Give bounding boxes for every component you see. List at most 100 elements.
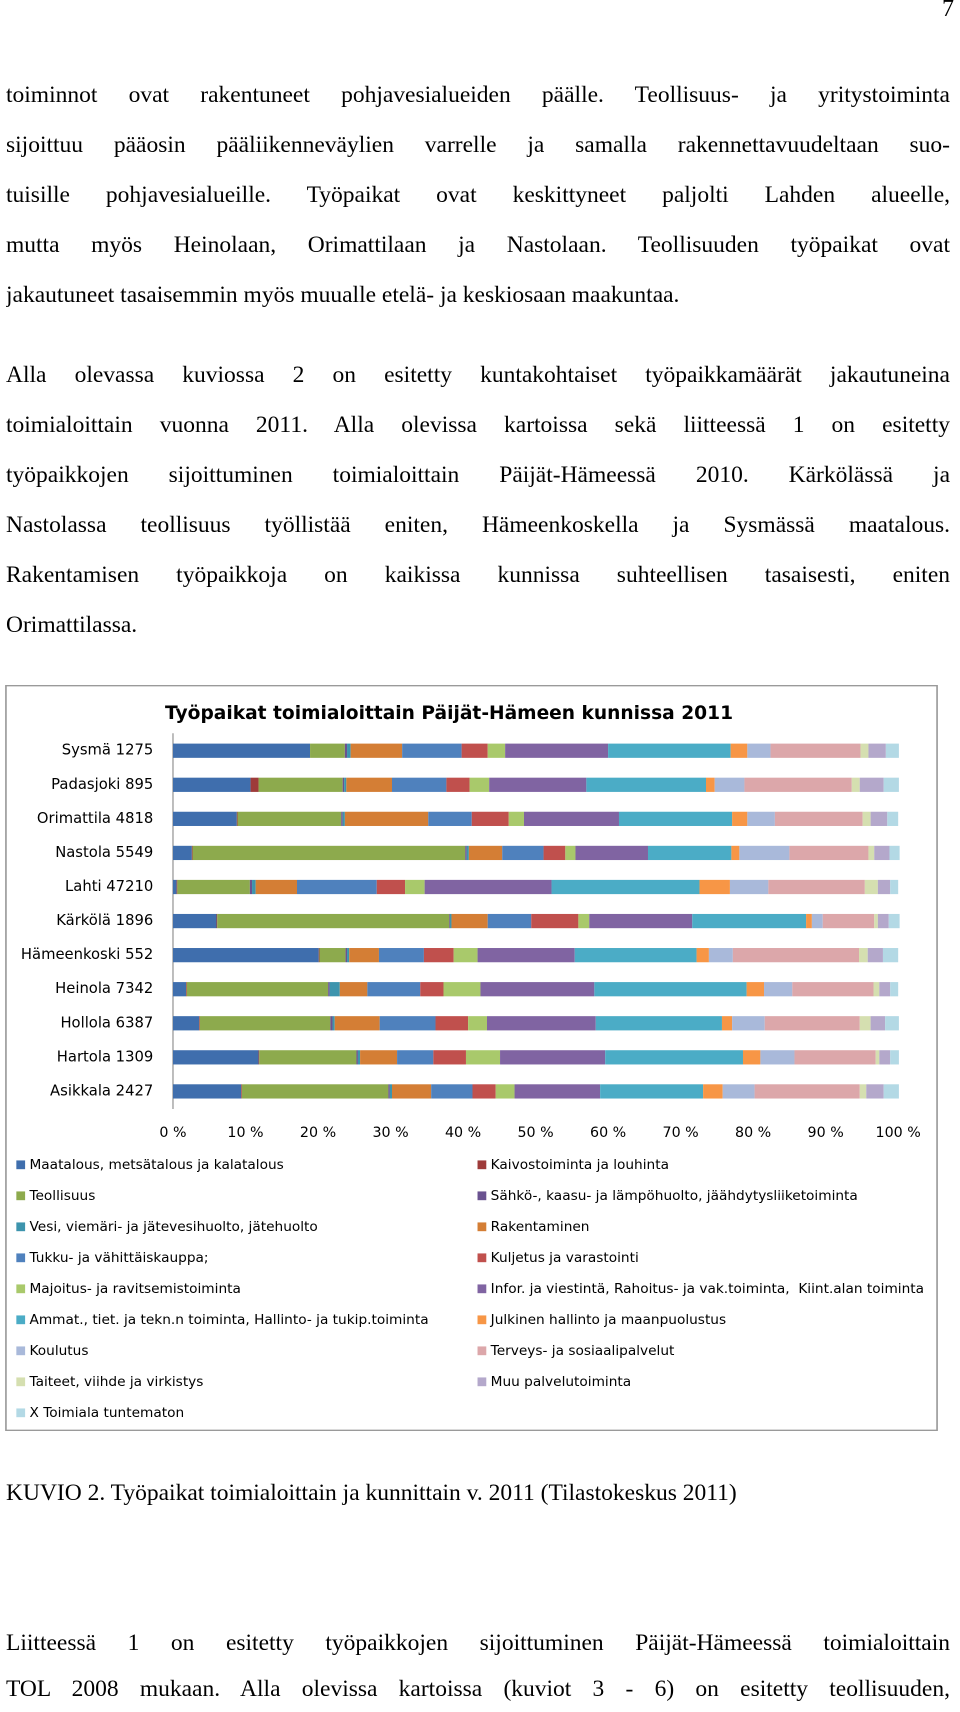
bar-segment: [868, 743, 886, 758]
legend-label: Julkinen hallinto ja maanpuolustus: [490, 1312, 726, 1328]
bar-segment: [250, 777, 259, 792]
legend-label: Terveys- ja sosiaalipalvelut: [490, 1343, 675, 1359]
bar-segment: [334, 1016, 380, 1031]
bar-segment: [877, 913, 889, 929]
bar-segment: [329, 982, 340, 997]
x-tick-label: 70 %: [663, 1125, 699, 1141]
legend-swatch: [16, 1253, 26, 1263]
bar-segment: [870, 1016, 886, 1031]
legend-label: Rakentaminen: [491, 1219, 590, 1235]
bar-segment: [486, 1016, 596, 1031]
bar-segment: [890, 982, 899, 997]
legend-label: Infor. ja viestintä, Rahoitus- ja vak.to…: [491, 1281, 924, 1297]
bar-segment: [360, 1050, 398, 1065]
bar-segment: [792, 982, 874, 997]
bar-segment: [186, 982, 187, 997]
bar-segment: [489, 777, 587, 792]
bar-segment: [405, 879, 425, 895]
text-line: toimialoittain vuonna 2011. Alla oleviss…: [6, 412, 950, 438]
legend-label: Sähkö-, kaasu- ja lämpöhuolto, jäähdytys…: [491, 1188, 858, 1204]
bar-segment: [345, 948, 348, 963]
bar-segment: [502, 845, 544, 861]
bar-segment: [595, 1016, 722, 1031]
bar-segment: [451, 913, 488, 929]
bar-segment: [420, 982, 444, 997]
text-line: mutta myös Heinolaan, Orimattilaan ja Na…: [6, 232, 950, 258]
bar-segment: [428, 811, 472, 826]
legend-swatch: [477, 1346, 487, 1356]
y-tick-label: Kärkölä 1896: [56, 912, 153, 929]
bar-segment: [255, 879, 297, 895]
text-line: toiminnot ovat rakentuneet pohjavesialue…: [6, 82, 950, 108]
bar-segment: [341, 811, 343, 826]
bar-segment: [770, 743, 861, 758]
bar-segment: [822, 913, 875, 929]
bar-segment: [862, 811, 871, 826]
bar-segment: [347, 743, 351, 758]
bar-segment: [346, 777, 392, 792]
bar-segment: [241, 1084, 242, 1099]
bar-segment: [216, 913, 218, 929]
bar-segment: [703, 1084, 723, 1099]
bar-segment: [732, 1016, 765, 1031]
y-tick-label: Padasjoki 895: [51, 776, 153, 793]
bar-segment: [594, 982, 747, 997]
bar-segment: [873, 982, 880, 997]
bar-segment: [731, 845, 740, 861]
legend-swatch: [16, 1191, 26, 1201]
bar-segment: [465, 1050, 501, 1065]
bar-segment: [879, 1050, 891, 1065]
bar-segment: [508, 811, 524, 826]
bar-segment: [860, 743, 869, 758]
bar-segment: [883, 777, 899, 792]
bar-segment: [468, 1016, 487, 1031]
legend-label: Majoitus- ja ravitsemistoiminta: [29, 1281, 240, 1297]
bar-segment: [344, 777, 347, 792]
bar-segment: [692, 913, 807, 929]
bar-segment: [600, 1084, 704, 1099]
bar-segment: [764, 1016, 860, 1031]
legend-label: X Toimiala tuntematon: [29, 1405, 184, 1421]
bar-segment: [543, 845, 566, 861]
bar-segment: [258, 777, 343, 792]
bar-segment: [356, 1050, 358, 1065]
bar-segment: [172, 879, 177, 895]
bar-segment: [397, 1050, 434, 1065]
bar-segment: [259, 1050, 357, 1065]
y-tick-label: Sysmä 1275: [62, 742, 154, 759]
bar-segment: [389, 1084, 392, 1099]
bar-segment: [760, 1050, 795, 1065]
bar-segment: [236, 811, 238, 826]
bar-segment: [443, 982, 481, 997]
legend-label: Teollisuus: [28, 1188, 95, 1204]
bar-segment: [461, 743, 488, 758]
text-line: Rakentamisen työpaikkoja on kaikissa kun…: [6, 562, 950, 588]
bar-segment: [328, 982, 330, 997]
bar-segment: [578, 913, 590, 929]
bar-segment: [744, 777, 852, 792]
bar-segment: [523, 811, 619, 826]
x-tick-label: 40 %: [445, 1125, 481, 1141]
legend-swatch: [16, 1284, 26, 1294]
bar-segment: [172, 913, 217, 929]
x-tick-label: 50 %: [517, 1125, 553, 1141]
bar-segment: [887, 811, 899, 826]
bar-segment: [431, 1084, 473, 1099]
paragraph: Liitteessä 1 on esitetty työpaikkojen si…: [6, 1620, 950, 1712]
bar-segment: [465, 845, 467, 861]
bar-segment: [433, 1050, 466, 1065]
bar-segment: [446, 777, 470, 792]
bar-segment: [310, 743, 345, 758]
bar-segment: [732, 811, 748, 826]
bar-segment: [575, 845, 648, 861]
bar-segment: [249, 879, 253, 895]
text-line: työpaikkojen sijoittuminen toimialoittai…: [6, 462, 950, 488]
bar-segment: [424, 879, 552, 895]
legend-swatch: [477, 1160, 487, 1170]
legend-swatch: [477, 1191, 487, 1201]
bar-segment: [347, 948, 350, 963]
bar-segment: [883, 1084, 899, 1099]
legend-label: Taiteet, viihde ja virkistys: [28, 1374, 203, 1390]
text-line: Orimattilassa.: [6, 612, 138, 638]
